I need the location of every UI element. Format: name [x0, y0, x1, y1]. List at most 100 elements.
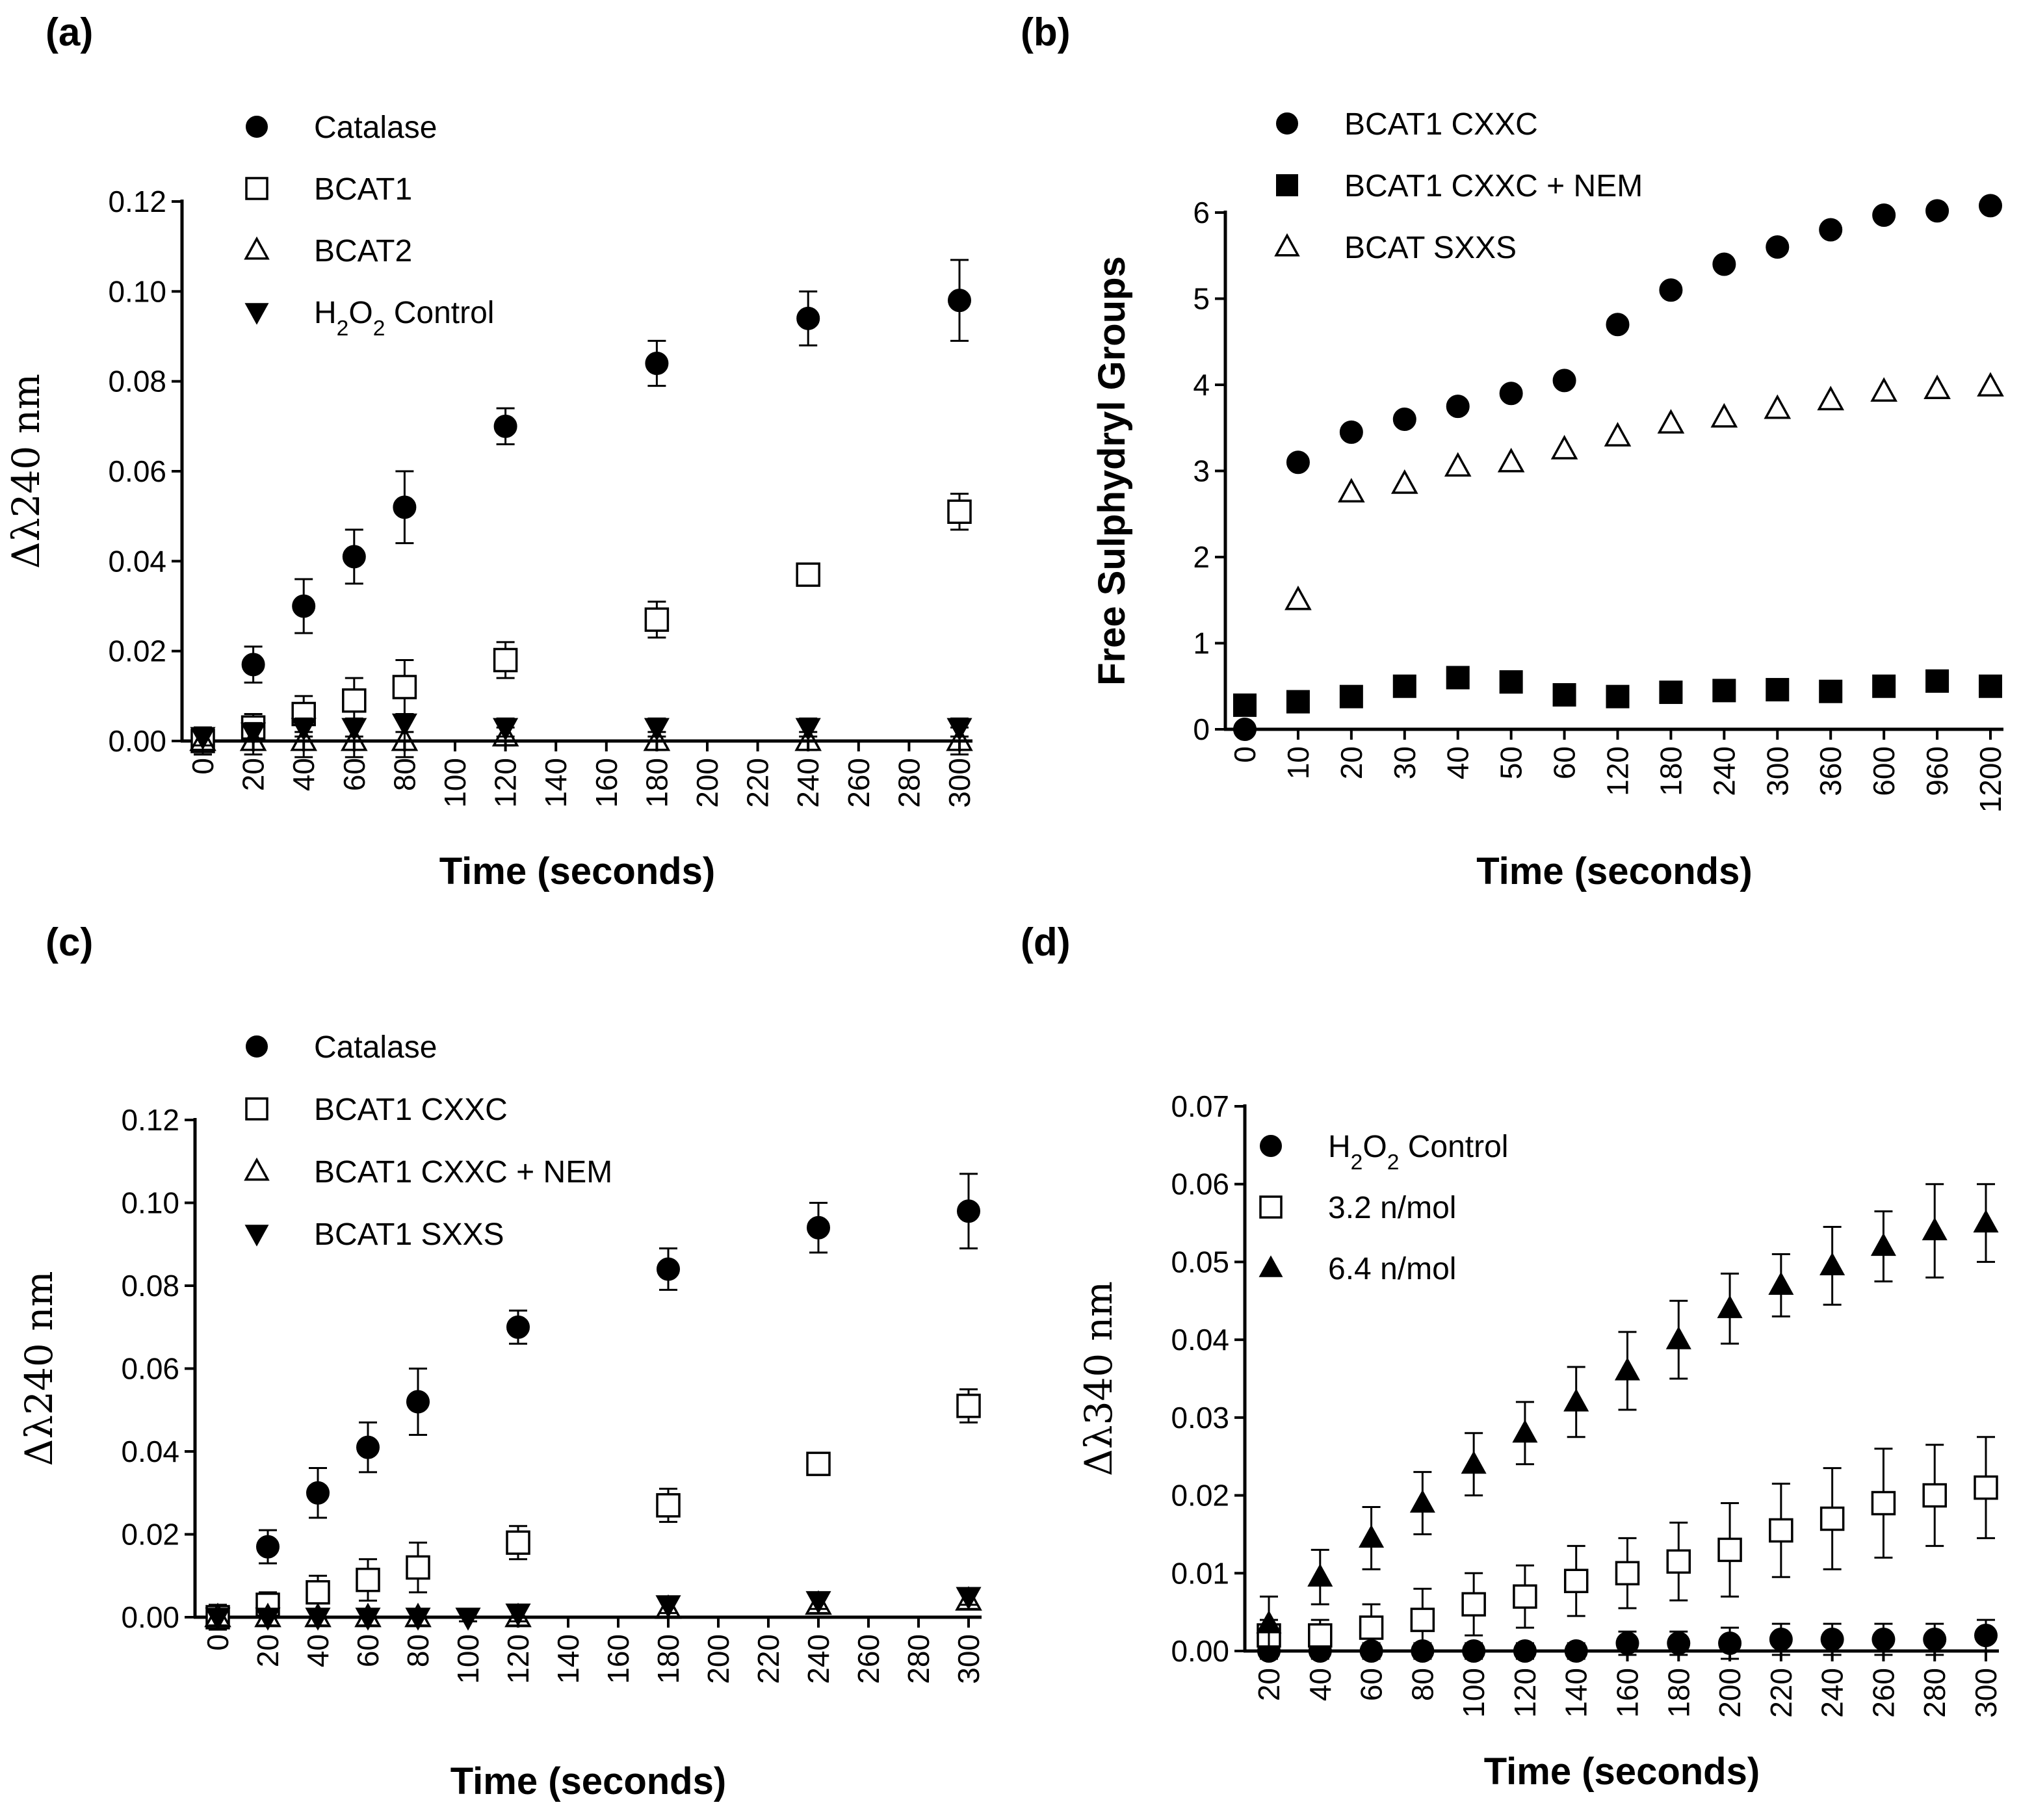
y-tick-label: 0.01 — [1171, 1556, 1229, 1590]
data-point — [1820, 1628, 1844, 1652]
legend-marker — [1259, 1195, 1283, 1219]
data-point — [405, 1607, 431, 1631]
data-point — [1974, 1624, 1998, 1648]
data-point — [1769, 1628, 1793, 1652]
y-tick-label: 4 — [1193, 368, 1210, 402]
data-point — [340, 726, 368, 751]
panel-a: (a) 0.00 0.02 0.04 0.06 0.08 0.10 0.12 0 20 40 60 80… — [4, 10, 976, 892]
data-point — [1925, 199, 1949, 223]
data-point — [1499, 382, 1523, 406]
data-point — [406, 1555, 430, 1580]
panel-label: (d) — [1021, 920, 1071, 964]
y-tick-label: 0.02 — [1171, 1479, 1229, 1513]
panel-c: (c) 0.00 0.02 0.04 0.06 0.08 0.10 0.12 0 20 40 60 80… — [17, 920, 985, 1802]
data-point — [1233, 693, 1257, 717]
x-tick-label: 180 — [640, 758, 673, 808]
x-tick-label: 300 — [952, 1634, 985, 1684]
x-tick-label: 220 — [1764, 1668, 1798, 1718]
x-tick-label: 120 — [1601, 746, 1635, 796]
legend: H2O2 Control 3.2 n/mol 6.4 n/mol — [1258, 1130, 1508, 1286]
data-point — [1665, 1326, 1691, 1349]
data-point — [946, 726, 973, 751]
x-tick-label: 30 — [1388, 746, 1422, 779]
data-point — [1979, 674, 2002, 698]
data-point — [393, 495, 417, 519]
series-1 — [205, 1388, 981, 1631]
data-point — [239, 726, 267, 751]
data-point — [205, 1607, 231, 1631]
data-point — [1872, 674, 1896, 698]
legend-label: H2O2 Control — [314, 296, 494, 341]
x-tick-label: 120 — [489, 758, 523, 808]
y-tick-label: 0.10 — [121, 1186, 179, 1220]
x-tick-label: 100 — [451, 1634, 485, 1684]
x-tick-label: 80 — [1405, 1668, 1439, 1701]
data-point — [292, 594, 316, 618]
y-tick-label: 5 — [1193, 282, 1210, 316]
data-point — [341, 718, 367, 742]
y-tick-label: 0.02 — [108, 634, 166, 668]
data-point — [1552, 683, 1576, 707]
x-tick-label: 20 — [237, 758, 270, 791]
data-point — [1659, 278, 1683, 302]
y-tick-label: 0.07 — [1171, 1089, 1229, 1123]
legend-marker — [244, 1225, 269, 1247]
x-tick-label: 280 — [902, 1634, 935, 1684]
data-point — [455, 1607, 481, 1631]
x-tick-label: 40 — [1303, 1668, 1337, 1701]
data-point — [1922, 1483, 1947, 1508]
data-point — [190, 727, 216, 750]
x-tick-label: 180 — [651, 1634, 685, 1684]
x-tick-label: 240 — [1707, 746, 1741, 796]
x-tick-label: 50 — [1494, 746, 1528, 779]
data-point — [655, 1595, 681, 1618]
data-point — [1512, 1420, 1538, 1443]
x-tick-label: 260 — [1866, 1668, 1900, 1718]
y-tick-label: 2 — [1193, 540, 1210, 574]
data-point — [1979, 194, 2002, 218]
y-tick-label: 0.06 — [121, 1352, 179, 1386]
data-point — [1819, 679, 1843, 703]
y-tick-label: 3 — [1193, 454, 1210, 488]
data-point — [392, 675, 417, 699]
x-tick-label: 60 — [1355, 1668, 1389, 1701]
data-point — [956, 1394, 981, 1418]
y-tick-label: 0.00 — [121, 1600, 179, 1634]
data-point — [1339, 684, 1363, 708]
panel-label: (c) — [46, 920, 93, 964]
data-point — [291, 718, 317, 742]
x-tick-label: 160 — [1611, 1668, 1645, 1718]
x-axis-title: Time (seconds) — [1476, 850, 1752, 892]
series-1 — [190, 493, 972, 756]
y-axis-title: Δλ240 nm — [4, 374, 48, 569]
legend-label: BCAT1 SXXS — [314, 1217, 504, 1252]
data-point — [796, 306, 820, 330]
data-point — [356, 1435, 380, 1459]
data-point — [493, 718, 519, 742]
data-point — [1659, 681, 1683, 705]
x-tick-label: 20 — [251, 1634, 285, 1667]
x-tick-label: 280 — [1918, 1668, 1951, 1718]
y-tick-label: 6 — [1193, 196, 1210, 229]
data-point — [796, 562, 820, 587]
data-point — [1768, 1271, 1794, 1295]
data-point — [1871, 1628, 1896, 1652]
data-point — [1712, 252, 1736, 276]
y-tick-label: 0.00 — [108, 724, 166, 758]
x-tick-label: 220 — [751, 1634, 785, 1684]
legend-marker — [1276, 174, 1298, 196]
data-point — [1461, 1450, 1487, 1474]
x-tick-label: 60 — [337, 758, 371, 791]
data-point — [1606, 684, 1630, 708]
x-tick-label: 360 — [1814, 746, 1847, 796]
data-point — [1819, 1252, 1845, 1276]
panel-label: (a) — [46, 10, 93, 54]
data-point — [656, 1493, 681, 1518]
y-tick-label: 0.02 — [121, 1518, 179, 1552]
x-tick-label: 40 — [287, 758, 320, 791]
series-3 — [205, 1587, 982, 1631]
x-tick-label: 140 — [551, 1634, 585, 1684]
data-point — [1872, 203, 1896, 227]
data-point — [645, 352, 669, 375]
